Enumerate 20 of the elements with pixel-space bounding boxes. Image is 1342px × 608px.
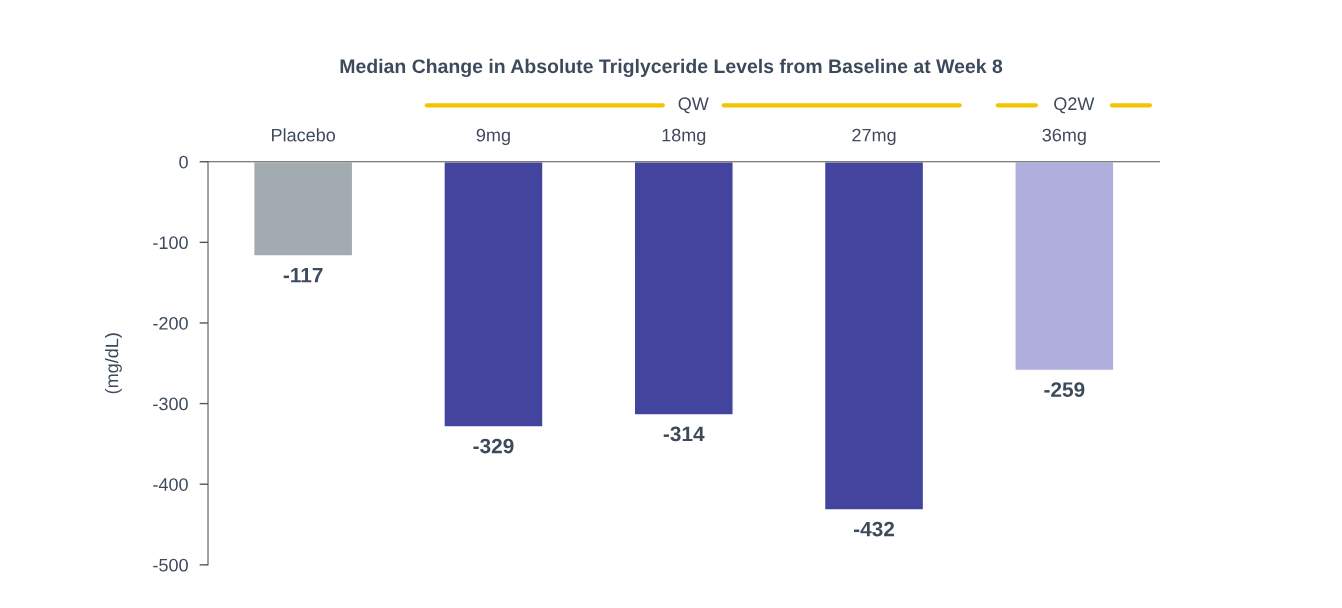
x-tick-label: 18mg — [662, 128, 706, 146]
y-tick-label: 0 — [179, 155, 188, 169]
data-label: -259 — [1044, 382, 1085, 397]
y-axis-title: (mg/dL) — [105, 333, 122, 394]
y-tick-label: -500 — [153, 558, 188, 572]
y-tick-label: -100 — [153, 236, 188, 250]
x-tick-label: 27mg — [852, 128, 896, 146]
x-tick-label: Placebo — [272, 128, 336, 142]
x-tick-label: 36mg — [1042, 128, 1086, 146]
chart-title: Median Change in Absolute Triglyceride Levels from Baseline at Week 8 — [340, 58, 1003, 78]
data-label: -117 — [283, 267, 323, 283]
x-tick-label: 9mg — [476, 128, 510, 146]
text: Q2W — [1054, 97, 1095, 114]
data-label: -314 — [663, 426, 705, 442]
data-label: -329 — [473, 438, 514, 454]
y-tick-label: -200 — [153, 316, 188, 330]
y-tick-label: -400 — [153, 478, 188, 491]
text: QW — [678, 97, 709, 114]
y-tick-label: -300 — [153, 397, 188, 411]
data-label: -432 — [854, 521, 895, 537]
